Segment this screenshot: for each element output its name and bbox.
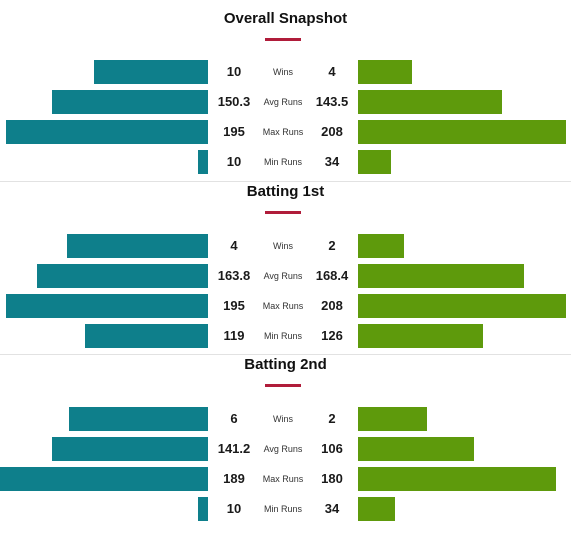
stat-row: 163.8 Avg Runs 168.4 xyxy=(0,264,571,288)
section-title: Batting 2nd xyxy=(244,356,327,373)
left-bar xyxy=(94,60,208,84)
right-bar xyxy=(358,264,524,288)
metric-label: Wins xyxy=(273,67,293,77)
right-value: 168.4 xyxy=(315,268,349,283)
section-divider xyxy=(0,354,571,355)
right-value: 180 xyxy=(321,471,343,486)
right-bar xyxy=(358,90,502,114)
right-value: 4 xyxy=(328,64,336,79)
title-underline xyxy=(265,211,301,214)
right-bar xyxy=(358,234,404,258)
right-bar xyxy=(358,407,427,431)
left-bar xyxy=(0,467,208,491)
left-bar xyxy=(37,264,208,288)
stat-row: 119 Min Runs 126 xyxy=(0,324,571,348)
left-value: 10 xyxy=(226,501,242,516)
right-value: 2 xyxy=(328,238,336,253)
title-underline xyxy=(265,384,301,387)
left-value: 195 xyxy=(223,298,245,313)
right-bar xyxy=(358,324,483,348)
right-value: 34 xyxy=(324,154,340,169)
title-underline xyxy=(265,38,301,41)
left-value: 150.3 xyxy=(217,94,251,109)
stat-row: 189 Max Runs 180 xyxy=(0,467,571,491)
left-bar xyxy=(198,150,208,174)
right-value: 2 xyxy=(328,411,336,426)
stat-row: 10 Min Runs 34 xyxy=(0,497,571,521)
right-bar xyxy=(358,467,556,491)
section-title: Overall Snapshot xyxy=(223,10,348,27)
section-divider xyxy=(0,181,571,182)
stat-row: 150.3 Avg Runs 143.5 xyxy=(0,90,571,114)
right-value: 106 xyxy=(321,441,343,456)
metric-label: Avg Runs xyxy=(263,271,303,281)
metric-label: Wins xyxy=(273,241,293,251)
metric-label: Max Runs xyxy=(262,474,304,484)
left-value: 10 xyxy=(226,154,242,169)
left-value: 141.2 xyxy=(217,441,251,456)
left-bar xyxy=(6,294,208,318)
stat-row: 141.2 Avg Runs 106 xyxy=(0,437,571,461)
left-value: 6 xyxy=(230,411,238,426)
metric-label: Min Runs xyxy=(263,504,302,514)
section-title: Batting 1st xyxy=(246,183,325,200)
stat-row: 10 Wins 4 xyxy=(0,60,571,84)
right-value: 208 xyxy=(321,298,343,313)
left-value: 195 xyxy=(223,124,245,139)
metric-label: Max Runs xyxy=(262,301,304,311)
left-bar xyxy=(85,324,208,348)
left-value: 4 xyxy=(230,238,238,253)
left-bar xyxy=(52,90,208,114)
right-value: 126 xyxy=(321,328,343,343)
left-bar xyxy=(198,497,208,521)
right-bar xyxy=(358,437,474,461)
stat-row: 195 Max Runs 208 xyxy=(0,294,571,318)
left-bar xyxy=(52,437,208,461)
left-bar xyxy=(6,120,208,144)
metric-label: Min Runs xyxy=(263,331,302,341)
stat-row: 6 Wins 2 xyxy=(0,407,571,431)
right-value: 143.5 xyxy=(315,94,349,109)
right-value: 34 xyxy=(324,501,340,516)
metric-label: Min Runs xyxy=(263,157,302,167)
right-bar xyxy=(358,497,395,521)
stat-row: 4 Wins 2 xyxy=(0,234,571,258)
right-bar xyxy=(358,294,566,318)
right-bar xyxy=(358,60,412,84)
left-bar xyxy=(69,407,208,431)
left-value: 163.8 xyxy=(217,268,251,283)
metric-label: Avg Runs xyxy=(263,444,303,454)
metric-label: Max Runs xyxy=(262,127,304,137)
right-bar xyxy=(358,120,566,144)
metric-label: Wins xyxy=(273,414,293,424)
left-value: 119 xyxy=(223,328,245,343)
left-value: 10 xyxy=(226,64,242,79)
left-bar xyxy=(67,234,208,258)
metric-label: Avg Runs xyxy=(263,97,303,107)
right-value: 208 xyxy=(321,124,343,139)
stat-row: 10 Min Runs 34 xyxy=(0,150,571,174)
stat-row: 195 Max Runs 208 xyxy=(0,120,571,144)
right-bar xyxy=(358,150,391,174)
left-value: 189 xyxy=(223,471,245,486)
